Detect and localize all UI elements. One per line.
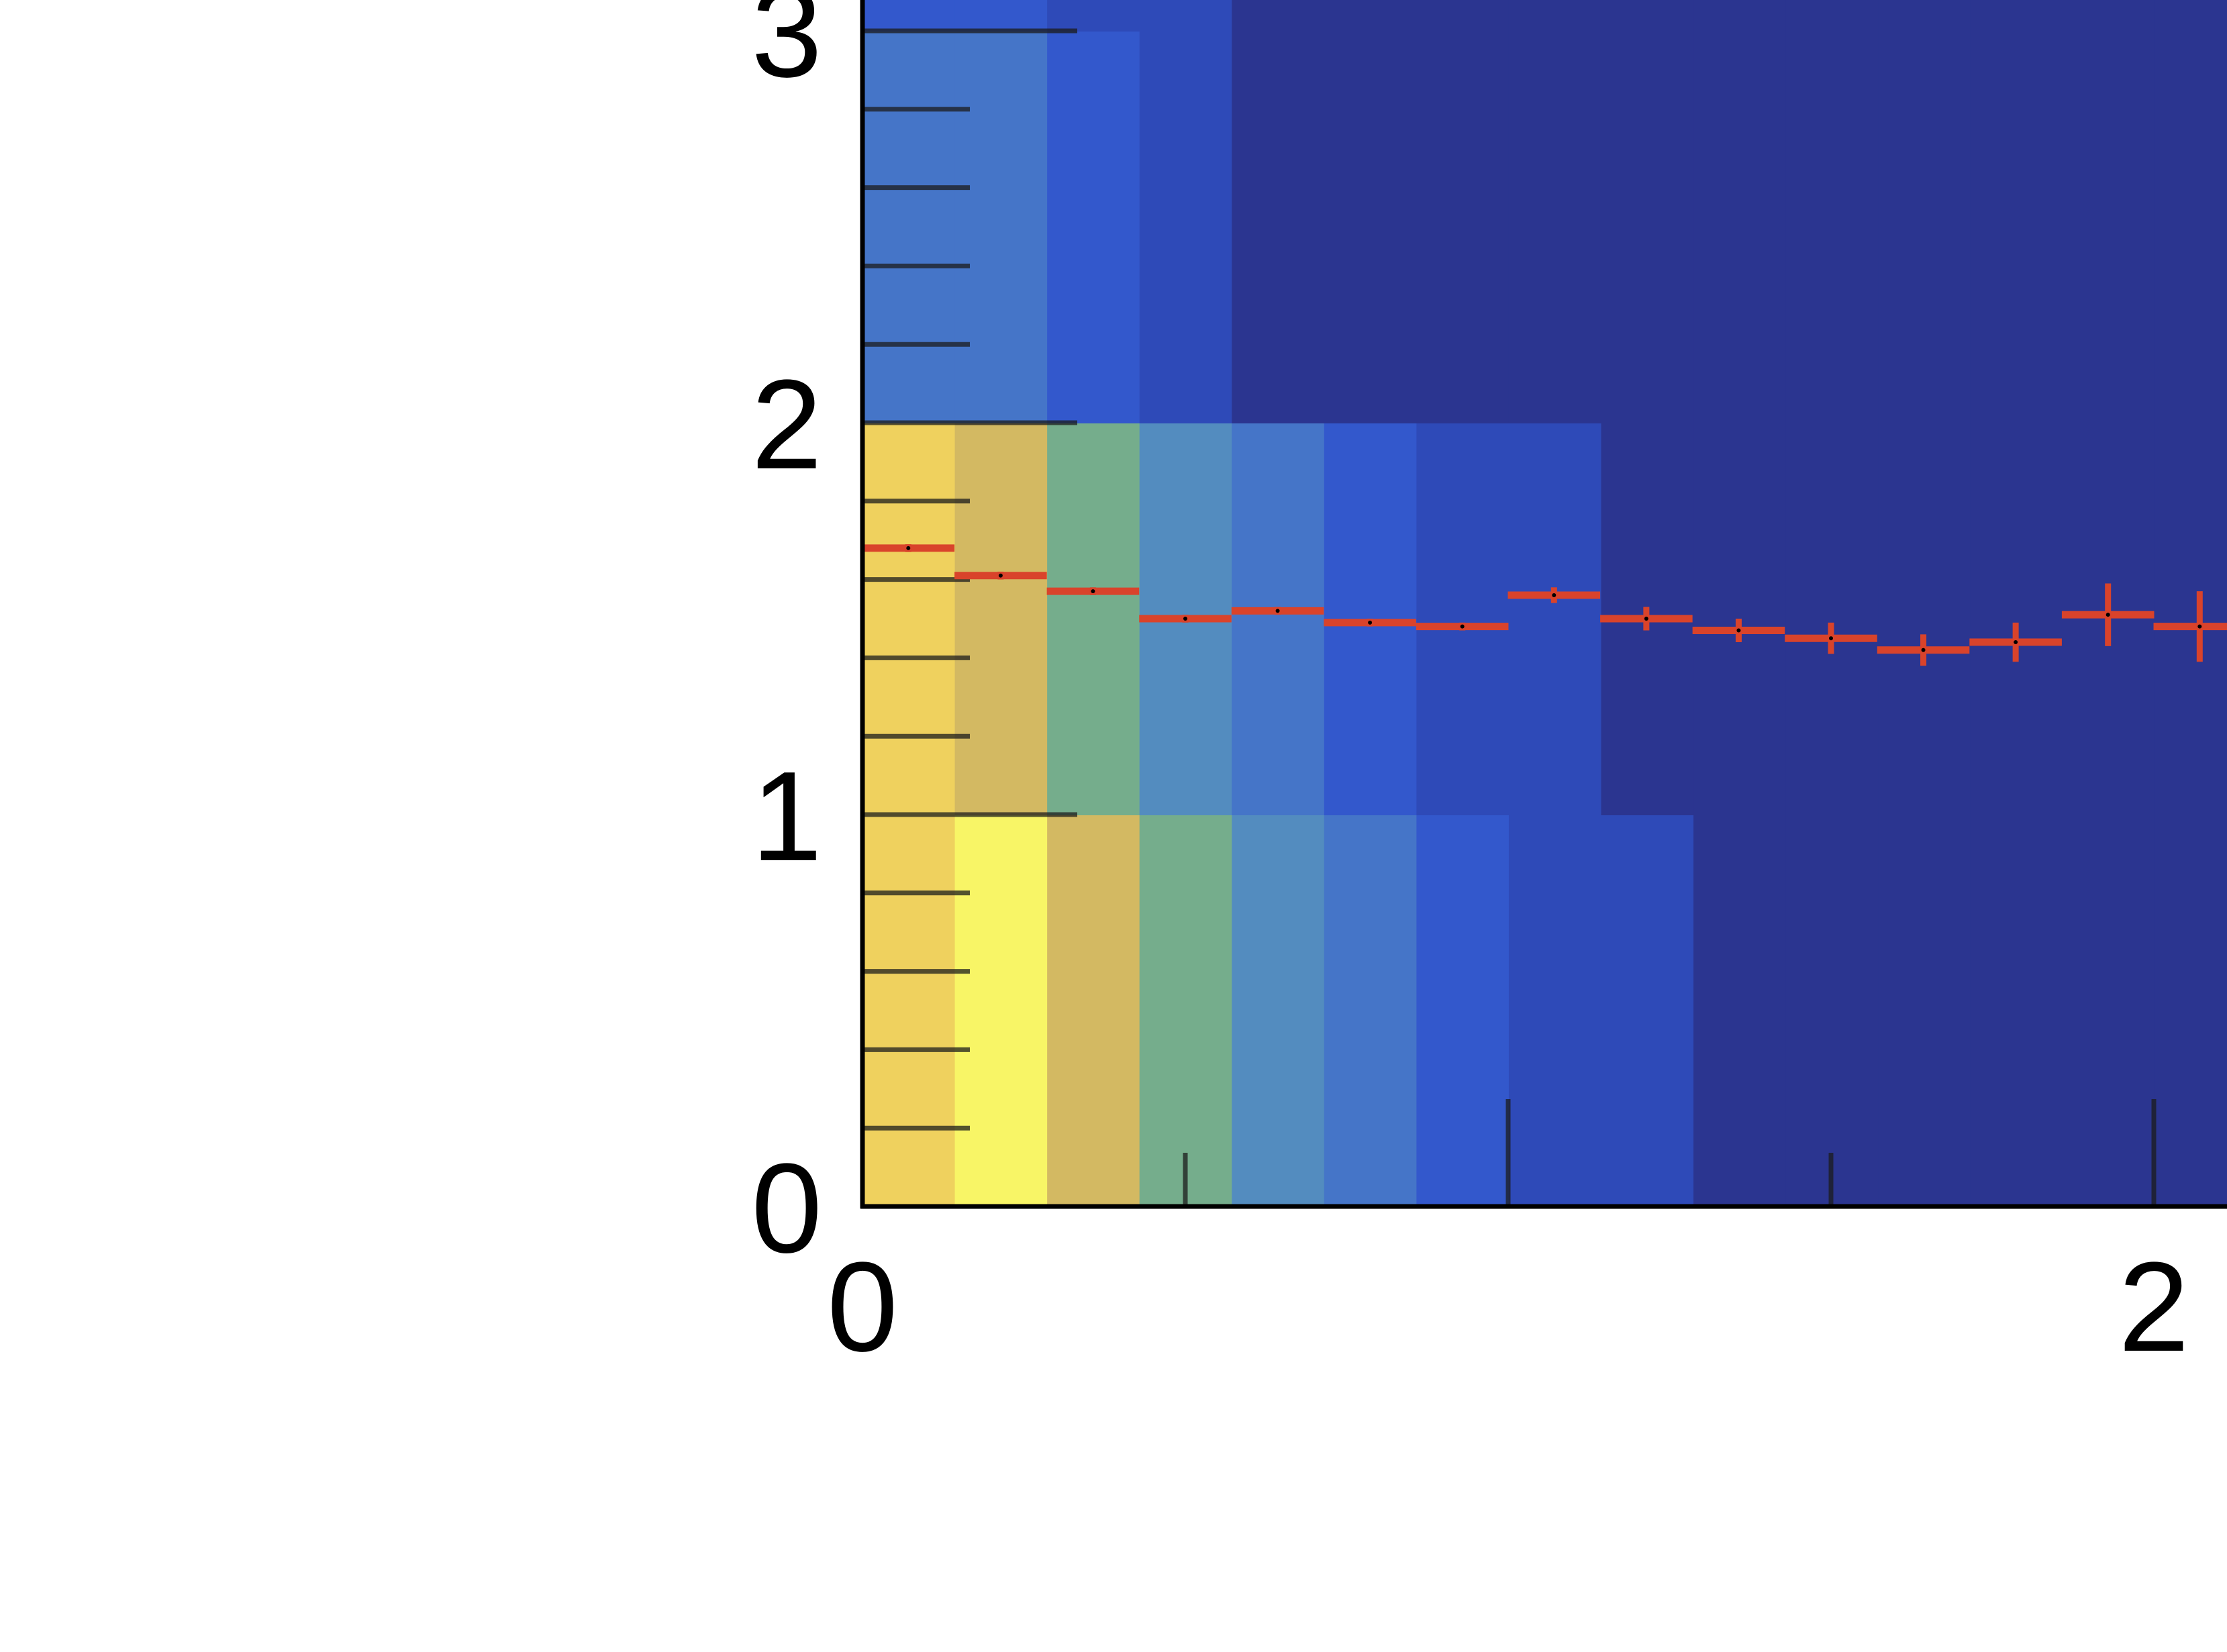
heatmap-cell [954,0,1048,32]
profile-point [954,571,1047,580]
profile-marker [998,573,1003,578]
heatmap-cell [1232,31,1325,423]
profile-point [1785,622,1877,654]
heatmap-cell [1970,815,2064,1207]
heatmap-cell [1693,815,1787,1207]
heatmap-cell [862,423,956,815]
heatmap-cell [862,31,956,423]
profile-point [1877,634,1970,666]
heatmap-cell [1693,0,1787,32]
profile-marker [2106,613,2110,617]
profile-point [1324,619,1416,627]
heatmap-cell [1508,0,1602,32]
heatmap-cell [1416,423,1510,815]
heatmap-cell [2155,31,2227,423]
axes [860,0,2227,1209]
x-tick-label: 2 [2118,1236,2189,1378]
heatmap-cell [1232,0,1325,32]
profile-point [1507,587,1601,603]
heatmap-cell [1047,423,1140,815]
heatmap-cell [1416,815,1510,1207]
heatmap-cell [1232,815,1325,1207]
heatmap-cell [1601,815,1695,1207]
heatmap-cell [1878,31,1971,423]
heatmap-cell [1508,815,1602,1207]
heatmap-cell [1785,423,1879,815]
heatmap-cell [1785,0,1879,32]
heatmap-cell [2063,0,2156,32]
heatmap-cell [1601,31,1695,423]
heatmap-cell [2155,423,2227,815]
minor-ticks [862,28,2157,1206]
heatmap-cell [1785,31,1879,423]
profile-marker [1368,620,1373,625]
profile-point [2153,591,2227,662]
profile-marker [1921,648,1926,652]
heatmap-cell [1047,0,1140,32]
profile-marker [906,546,911,550]
profile-point [1600,607,1693,631]
heatmap-cell [1047,31,1140,423]
x-tick-label: 0 [827,1236,898,1378]
heatmap-cells [862,0,2227,1207]
heatmap-cell [2063,815,2156,1207]
profile-series [862,544,2227,666]
profile-point [1231,607,1324,615]
heatmap-cell [1970,423,2064,815]
tick-labels: 0 2 0 1 2 3 [751,0,2189,1378]
y-tick-label: 3 [751,0,822,104]
profile-point [1692,619,1785,643]
heatmap-cell [1139,815,1233,1207]
y-tick-label: 1 [751,745,822,888]
heatmap-cell [1232,423,1325,815]
profile-point [2061,583,2155,646]
heatmap-cell [1970,0,2064,32]
heatmap-cell [2155,0,2227,32]
profile-marker [1829,636,1833,641]
heatmap-cell [1139,0,1233,32]
profile-marker [1460,624,1465,629]
heatmap-cell [1878,423,1971,815]
y-tick-label: 2 [751,354,822,496]
profile-marker [2197,624,2202,629]
heatmap-cell [1693,31,1787,423]
heatmap-cell [1970,31,2064,423]
heatmap-cell [862,0,956,32]
heatmap-cell [862,815,956,1207]
heatmap-cell [1139,31,1233,423]
profile-marker [1552,592,1556,597]
profile-marker [1275,609,1280,613]
profile-point [1969,622,2062,662]
profile-marker [2014,640,2018,645]
profile-point [1139,615,1232,623]
profile-point [1416,622,1509,631]
profile-point [862,544,955,552]
heatmap-cell [1601,0,1695,32]
profile-point [1046,587,1140,595]
heatmap-cell [1416,31,1510,423]
heatmap-cell [1508,31,1602,423]
y-tick-label: 0 [751,1137,822,1280]
heatmap-cell [1878,0,1971,32]
heatmap-cell [1324,815,1418,1207]
profile-marker [1091,589,1095,594]
heatmap-cell [954,423,1048,815]
heatmap-cell [1324,0,1418,32]
heatmap-cell [1324,31,1418,423]
heatmap-cell [2155,815,2227,1207]
heatmap-cell [1785,815,1879,1207]
heatmap-cell [954,31,1048,423]
heatmap-cell [1878,815,1971,1207]
profile-marker [1736,628,1741,633]
heatmap-cell [1047,815,1140,1207]
heatmap-cell [2063,31,2156,423]
heatmap-cell [1416,0,1510,32]
profile-marker [1644,617,1648,621]
heatmap-cell [1508,423,1602,815]
heatmap-cell [954,815,1048,1207]
profile-marker [1183,617,1187,621]
